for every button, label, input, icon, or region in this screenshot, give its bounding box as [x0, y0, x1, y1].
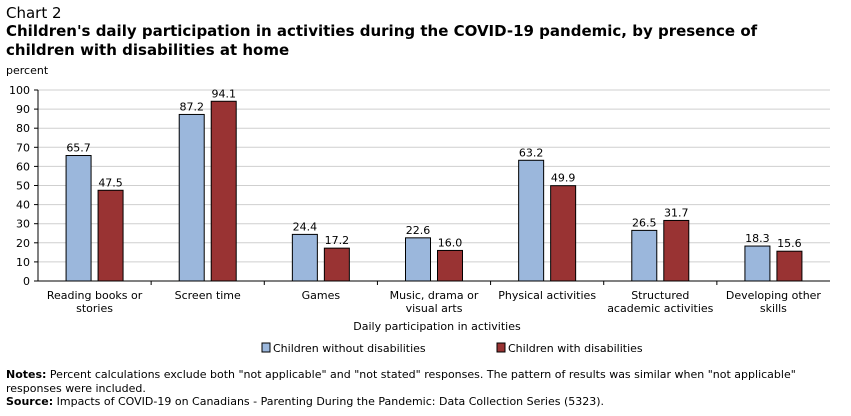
notes-block: Notes: Percent calculations exclude both… — [6, 368, 836, 409]
x-tick-label: stories — [76, 302, 113, 315]
y-tick-label: 30 — [16, 218, 30, 231]
bar-with-disabilities — [550, 185, 577, 282]
y-tick-label: 40 — [16, 199, 30, 212]
bar-without-disabilities — [65, 155, 92, 282]
bar-without-disabilities — [178, 113, 205, 282]
data-label: 22.6 — [406, 224, 431, 237]
x-tick-label: Music, drama or — [390, 289, 479, 302]
legend-swatch — [496, 342, 506, 353]
data-label: 63.2 — [519, 146, 544, 159]
y-axis-label: percent — [6, 64, 49, 77]
bar-with-disabilities — [97, 189, 124, 282]
x-tick-label: Reading books or — [47, 289, 143, 302]
y-tick-label: 90 — [16, 103, 30, 116]
x-tick-label: Screen time — [175, 289, 241, 302]
bar-with-disabilities — [323, 247, 350, 282]
bar-with-disabilities — [437, 249, 463, 282]
bar-without-disabilities — [405, 237, 431, 282]
data-label: 94.1 — [211, 87, 236, 100]
bar-without-disabilities — [744, 245, 771, 282]
data-label: 15.6 — [777, 237, 802, 250]
x-tick-label: Games — [302, 289, 341, 302]
notes-line: Notes: Percent calculations exclude both… — [6, 368, 836, 395]
data-label: 87.2 — [179, 100, 204, 113]
data-label: 24.4 — [293, 220, 318, 233]
data-label: 16.0 — [438, 236, 463, 249]
y-tick-label: 10 — [16, 256, 30, 269]
y-tick-label: 70 — [16, 141, 30, 154]
bar-without-disabilities — [518, 159, 545, 282]
y-tick-label: 20 — [16, 237, 30, 250]
data-label: 47.5 — [98, 176, 123, 189]
bar-with-disabilities — [210, 100, 237, 282]
data-label: 18.3 — [745, 232, 770, 245]
x-tick-label: visual arts — [406, 302, 463, 315]
y-tick-label: 100 — [9, 84, 30, 97]
bar-without-disabilities — [631, 229, 658, 282]
data-label: 26.5 — [632, 216, 657, 229]
data-label: 49.9 — [551, 172, 576, 185]
bar-with-disabilities — [776, 250, 803, 282]
x-tick-label: Physical activities — [498, 289, 596, 302]
data-label: 65.7 — [66, 142, 91, 155]
y-tick-label: 50 — [16, 180, 30, 193]
source-label: Source: — [6, 395, 54, 408]
legend-swatch — [261, 342, 271, 353]
notes-text: Percent calculations exclude both "not a… — [6, 368, 796, 395]
legend-label: Children without disabilities — [273, 342, 426, 355]
y-tick-label: 80 — [16, 122, 30, 135]
x-tick-label: skills — [760, 302, 787, 315]
x-axis-label: Daily participation in activities — [353, 320, 521, 333]
source-line: Source: Impacts of COVID-19 on Canadians… — [6, 395, 836, 409]
data-label: 17.2 — [325, 234, 350, 247]
notes-label: Notes: — [6, 368, 47, 381]
y-tick-label: 60 — [16, 160, 30, 173]
x-tick-label: Developing other — [726, 289, 822, 302]
legend-label: Children with disabilities — [508, 342, 643, 355]
bar-chart: percent 0 10 20 30 40 50 60 70 80 90 100 65.7 47.5 Rea… — [6, 64, 830, 355]
data-label: 31.7 — [664, 206, 689, 219]
bar-without-disabilities — [291, 233, 318, 282]
chart-number: Chart 2 — [6, 4, 62, 22]
y-tick-label: 0 — [23, 275, 30, 288]
x-tick-label: Structured — [631, 289, 689, 302]
x-tick-label: academic activities — [607, 302, 713, 315]
bar-with-disabilities — [663, 219, 690, 282]
source-text: Impacts of COVID-19 on Canadians - Paren… — [53, 395, 605, 408]
chart-title: Children's daily participation in activi… — [6, 22, 758, 59]
